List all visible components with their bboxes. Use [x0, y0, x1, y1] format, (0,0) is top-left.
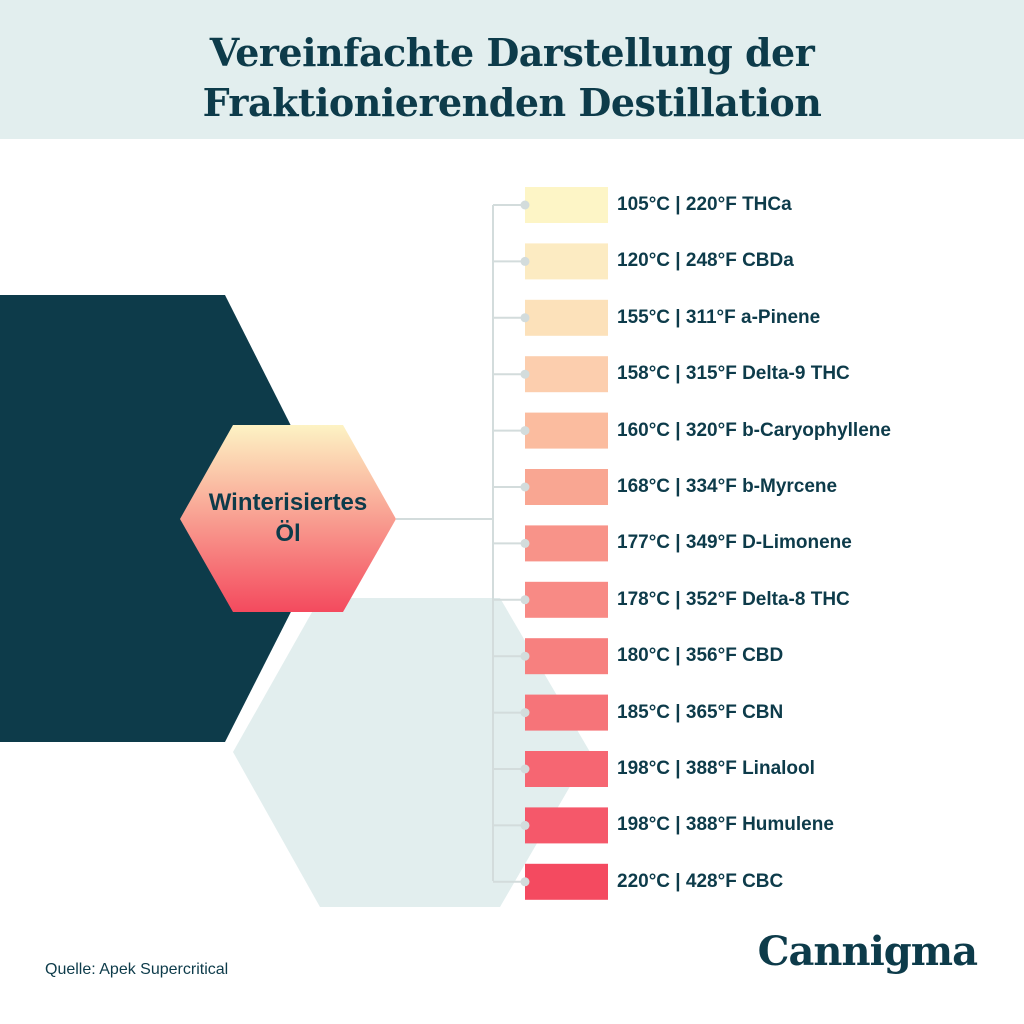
- source-note: Quelle: Apek Supercritical: [45, 961, 229, 978]
- center-label: Winterisiertes Öl: [180, 487, 396, 549]
- fraction-color-box: [525, 243, 608, 280]
- connector-dot: [520, 708, 530, 718]
- fraction-label: 180°C | 356°F CBD: [617, 645, 784, 667]
- header-banner: [0, 0, 1024, 139]
- fraction-label: 120°C | 248°F CBDa: [617, 250, 794, 272]
- fraction-label: 158°C | 315°F Delta-9 THC: [617, 363, 850, 385]
- page-title: Vereinfachte Darstellung der Fraktionier…: [0, 28, 1024, 128]
- fraction-color-box: [525, 299, 608, 336]
- title-line-2: Fraktionierenden Destillation: [202, 80, 822, 125]
- connector-dot: [520, 426, 530, 436]
- connector-dot: [520, 764, 530, 774]
- fraction-color-box: [525, 863, 608, 900]
- connector-dot: [520, 256, 530, 266]
- fraction-label: 198°C | 388°F Linalool: [617, 758, 815, 779]
- fraction-color-box: [525, 412, 608, 449]
- fraction-label: 155°C | 311°F a-Pinene: [617, 306, 821, 328]
- fraction-color-box: [525, 469, 608, 505]
- fraction-color-box: [525, 581, 608, 618]
- center-hexagon-shape: [180, 425, 396, 612]
- fraction-label: 168°C | 334°F b-Myrcene: [617, 476, 838, 497]
- connector-dot: [520, 200, 530, 210]
- fraction-label: 198°C | 388°F Humulene: [617, 814, 834, 836]
- fraction-color-box: [525, 638, 608, 675]
- connector-dot: [520, 482, 530, 492]
- fraction-label: 178°C | 352°F Delta-8 THC: [617, 588, 850, 610]
- fraction-color-box: [525, 356, 608, 393]
- fraction-color-box: [525, 751, 608, 787]
- fraction-label: 160°C | 320°F b-Caryophyllene: [617, 419, 891, 441]
- fraction-color-box: [525, 807, 608, 844]
- title-line-1: Vereinfachte Darstellung der: [209, 30, 815, 75]
- connector-dot: [520, 538, 530, 548]
- fraction-color-box: [525, 525, 608, 562]
- center-label-line-2: Öl: [275, 520, 301, 547]
- connector-dot: [520, 651, 530, 661]
- fraction-label: 185°C | 365°F CBN: [617, 701, 784, 723]
- connector-dot: [520, 369, 530, 379]
- fraction-label: 105°C | 220°F THCa: [617, 194, 792, 215]
- connector-dot: [520, 820, 530, 830]
- brand-logo: Cannigma: [757, 928, 978, 975]
- connector-dot: [520, 313, 530, 323]
- fraction-color-box: [525, 694, 608, 731]
- center-label-line-1: Winterisiertes: [208, 489, 368, 516]
- dark-hexagon-shape: [0, 295, 338, 742]
- fraction-color-box: [525, 187, 608, 223]
- light-hexagon-shape: [233, 598, 590, 907]
- fraction-marks: [493, 187, 608, 900]
- connector-dot: [520, 595, 530, 605]
- connector-dot: [520, 877, 530, 887]
- fraction-label: 177°C | 349°F D-Limonene: [617, 532, 852, 554]
- fraction-label: 220°C | 428°F CBC: [617, 870, 784, 892]
